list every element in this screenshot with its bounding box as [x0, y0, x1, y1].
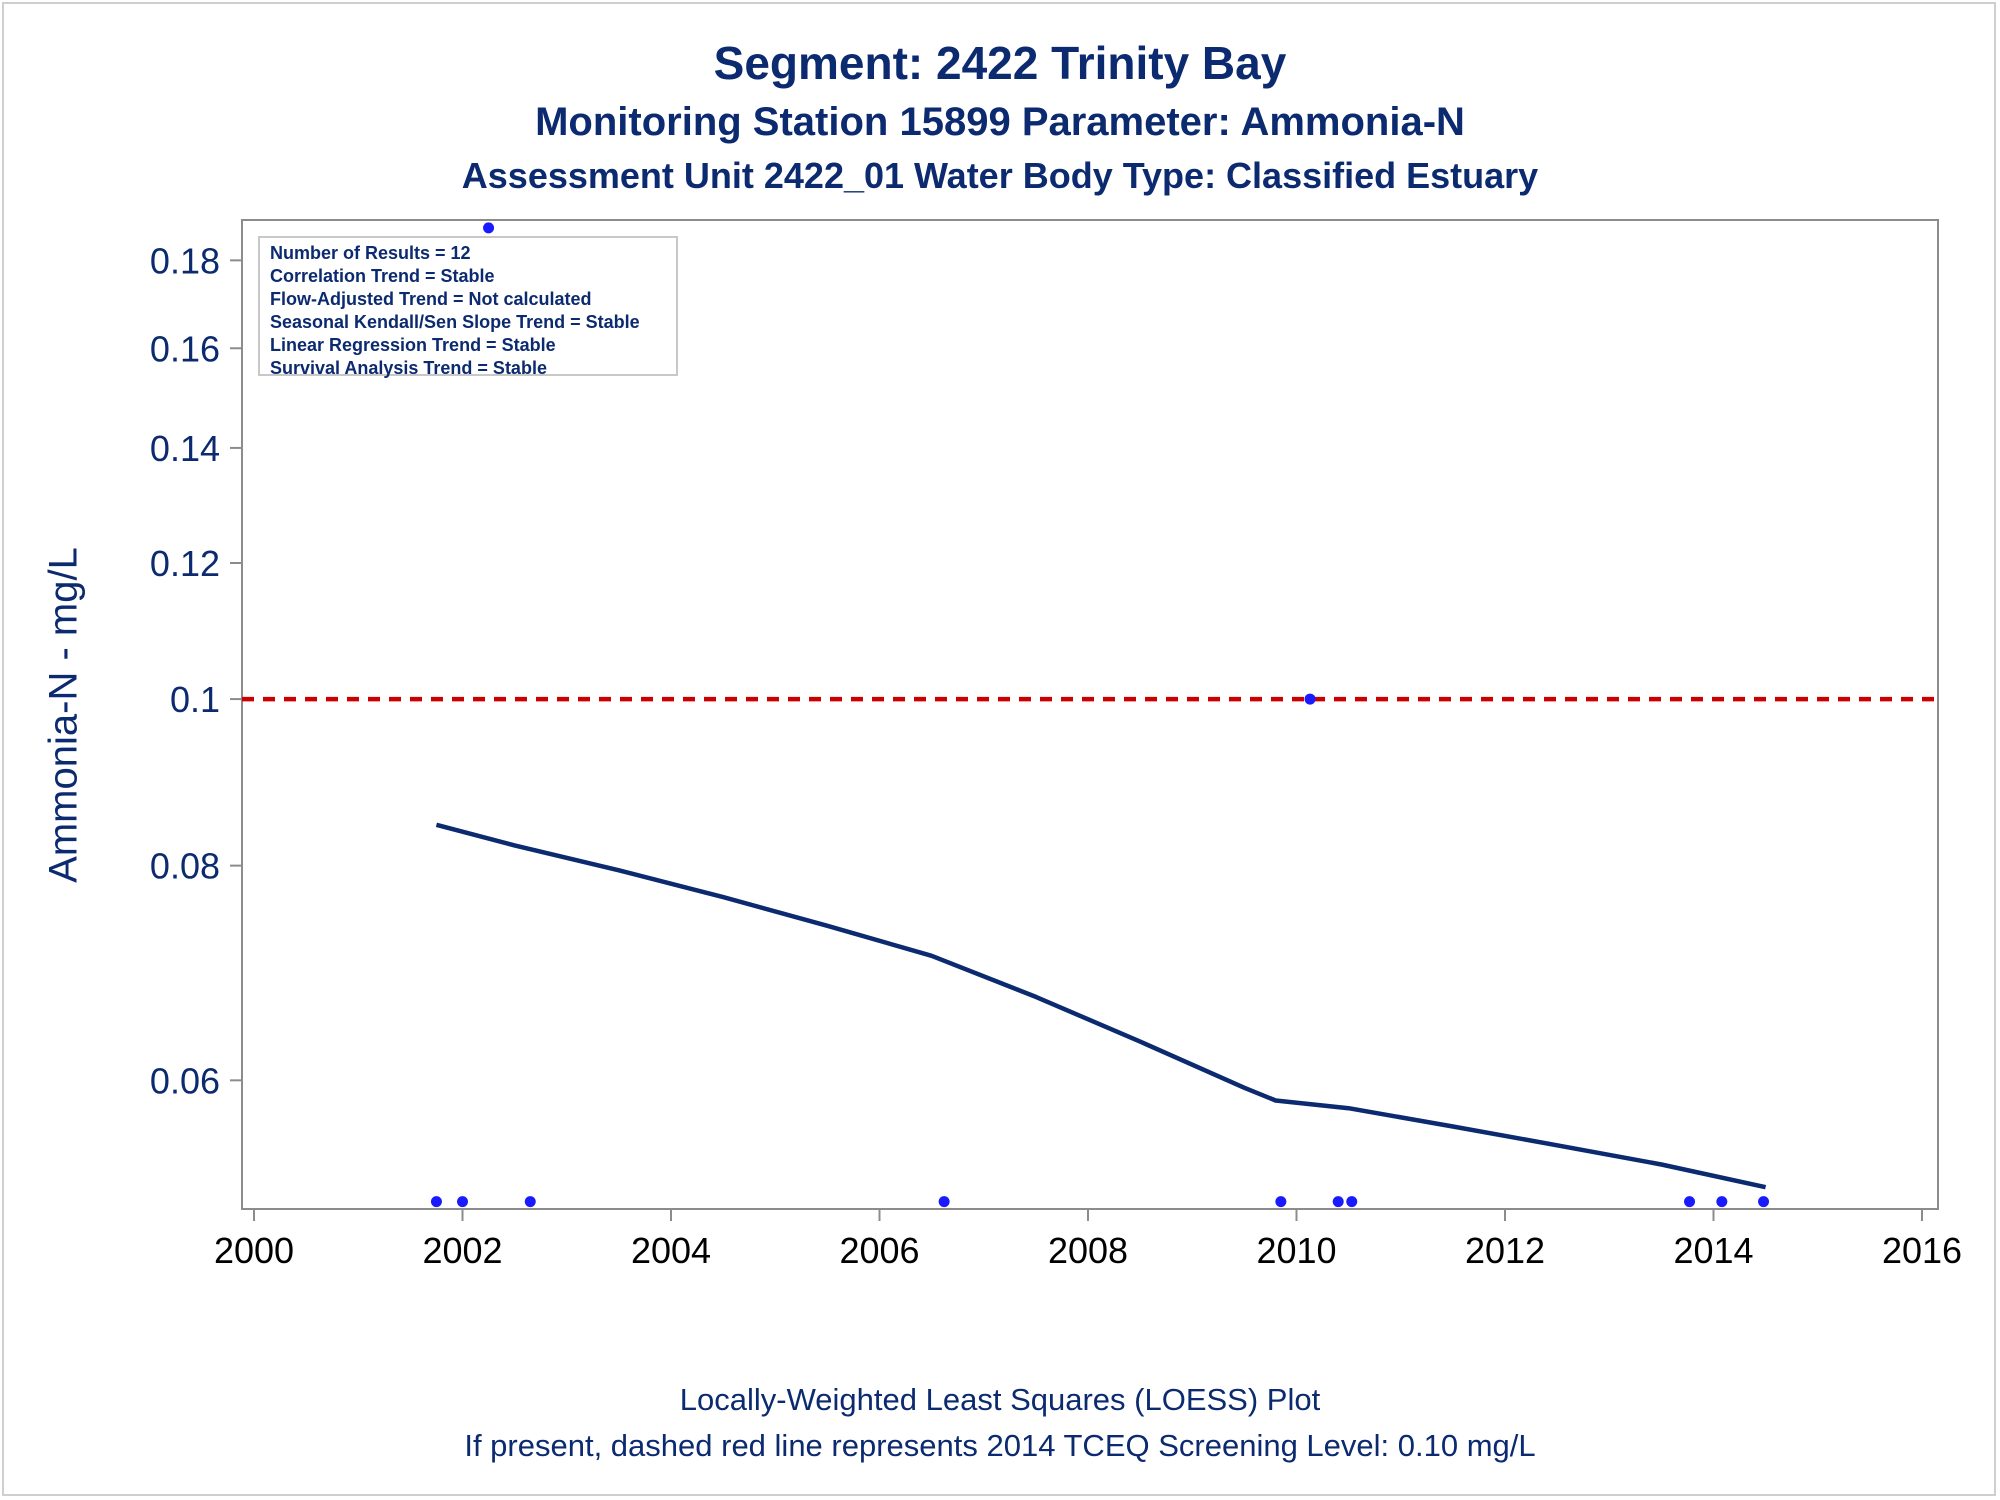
y-tick-label: 0.16 — [150, 328, 220, 369]
y-tick-label: 0.08 — [150, 846, 220, 887]
y-tick-label: 0.1 — [170, 679, 220, 720]
x-tick-label: 2008 — [1048, 1230, 1128, 1271]
data-point — [483, 222, 495, 234]
y-tick-label: 0.12 — [150, 543, 220, 584]
x-tick-label: 2002 — [422, 1230, 502, 1271]
stat-seasonal-kendall-trend: Seasonal Kendall/Sen Slope Trend = Stabl… — [270, 312, 640, 332]
x-tick-label: 2004 — [631, 1230, 711, 1271]
data-point — [938, 1196, 950, 1208]
data-point — [1684, 1196, 1696, 1208]
stat-survival-analysis-trend: Survival Analysis Trend = Stable — [270, 358, 547, 378]
x-tick-label: 2012 — [1465, 1230, 1545, 1271]
chart-subtitle-station: Monitoring Station 15899 Parameter: Ammo… — [535, 100, 1465, 144]
data-point — [430, 1196, 442, 1208]
data-point — [1346, 1196, 1358, 1208]
y-tick-label: 0.06 — [150, 1060, 220, 1101]
x-tick-label: 2006 — [839, 1230, 919, 1271]
x-tick-label: 2010 — [1256, 1230, 1336, 1271]
data-point — [1275, 1196, 1287, 1208]
x-tick-label: 2000 — [214, 1230, 294, 1271]
data-point — [1716, 1196, 1728, 1208]
chart-title: Segment: 2422 Trinity Bay — [713, 37, 1287, 89]
data-point — [1758, 1196, 1770, 1208]
stat-flow-adjusted-trend: Flow-Adjusted Trend = Not calculated — [270, 289, 592, 309]
x-tick-label: 2014 — [1673, 1230, 1753, 1271]
data-point — [524, 1196, 536, 1208]
footnote-screening-level: If present, dashed red line represents 2… — [464, 1428, 1536, 1463]
data-point — [457, 1196, 468, 1208]
stat-correlation-trend: Correlation Trend = Stable — [270, 266, 495, 286]
trend-stats-box: Number of Results = 12 Correlation Trend… — [258, 236, 678, 378]
data-point — [1304, 693, 1316, 705]
x-tick-label: 2016 — [1882, 1230, 1962, 1271]
stat-number-of-results: Number of Results = 12 — [270, 243, 471, 263]
footnote-loess: Locally-Weighted Least Squares (LOESS) P… — [679, 1382, 1321, 1417]
loess-line — [435, 822, 1767, 1190]
chart-subtitle-assessment: Assessment Unit 2422_01 Water Body Type:… — [461, 155, 1539, 196]
stat-linear-regression-trend: Linear Regression Trend = Stable — [270, 335, 556, 355]
plot-area — [241, 219, 1939, 1210]
y-tick-label: 0.14 — [150, 428, 220, 469]
y-tick-label: 0.18 — [150, 240, 220, 281]
data-point — [1332, 1196, 1344, 1208]
